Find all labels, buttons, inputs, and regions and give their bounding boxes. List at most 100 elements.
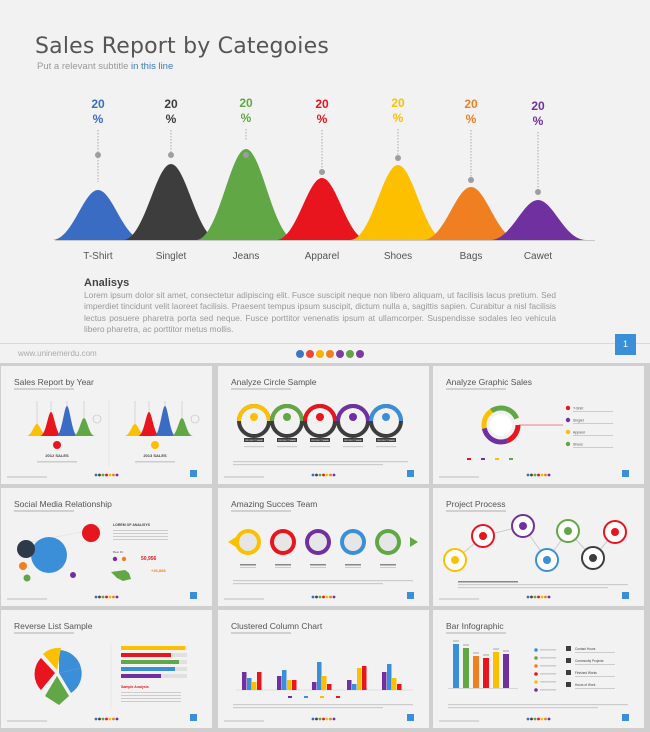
- thumb-label: Best Fit: [113, 550, 123, 554]
- color-dot: [356, 350, 364, 358]
- legend-swatch: [288, 696, 292, 698]
- thumb-bar-infographic[interactable]: Bar Infographic Contact Hours Community Pr…: [433, 610, 644, 728]
- thumb-dot: [101, 473, 105, 477]
- category-label: Shoes: [384, 251, 412, 262]
- text-placeholder: [458, 581, 518, 583]
- arrow-right: [410, 537, 418, 547]
- legend-dot: [534, 664, 538, 668]
- peak-t-shirt: [52, 190, 144, 240]
- thumb-dot: [544, 717, 547, 721]
- column: [282, 670, 287, 690]
- analisys-text: Lorem ipsum dolor sit amet, consectetur …: [84, 290, 556, 334]
- legend-dot: [534, 680, 538, 684]
- thumb-label: Community Projects: [575, 659, 604, 663]
- column: [252, 682, 257, 690]
- thumb-dot: [325, 595, 329, 599]
- leader-dot: [468, 177, 474, 183]
- info-icon: [566, 658, 571, 663]
- thumb-dot: [318, 595, 322, 599]
- team-photo: [309, 533, 327, 551]
- leader-dot: [168, 152, 174, 158]
- column: [322, 676, 327, 690]
- thumb-artwork: LOREM OF ANALISYS Best Fit 50,956 +26,898: [17, 523, 168, 599]
- thumb-dot: [526, 717, 530, 721]
- thumb-dot: [108, 473, 112, 477]
- thumb-label: Sample Analysis: [121, 685, 149, 689]
- thumb-label: Shoes: [573, 443, 583, 447]
- thumb-dot: [311, 717, 315, 721]
- text-placeholder: [575, 652, 615, 653]
- thumb-label: 2013 SALES: [143, 453, 167, 458]
- thumb-dot: [115, 473, 119, 477]
- thumb-analyze-graphic-sales[interactable]: Analyze Graphic Sales T-Shirt Singlet Appar…: [433, 366, 644, 484]
- thumb-analyze-circle-sample[interactable]: Analyze Circle Sample PRODUCT NAME PRODUCT…: [218, 366, 429, 484]
- text-placeholder: [573, 435, 613, 436]
- mini-ring: [190, 414, 200, 424]
- thumb-project-process[interactable]: Project Process: [433, 488, 644, 606]
- thumb-label: LOREM OF ANALISYS: [113, 523, 151, 527]
- thumb-page-badge: [622, 470, 629, 477]
- thumb-page-badge: [190, 470, 197, 477]
- info-icon: [566, 646, 571, 651]
- thumb-reverse-list-sample[interactable]: Reverse List Sample Sample Analysis: [1, 610, 212, 728]
- process-icon: [479, 532, 487, 540]
- thumb-footer-line: [7, 476, 47, 478]
- thumb-social-media-relationship[interactable]: Social Media Relationship LOREM OF ANALIS…: [1, 488, 212, 606]
- legend-swatch: [320, 696, 324, 698]
- donut-hole: [490, 414, 512, 436]
- text-placeholder: [233, 464, 383, 466]
- ring-color: [369, 404, 403, 438]
- thumb-dot: [101, 717, 105, 721]
- main-slide: Sales Report by Categoies Put a relevant…: [0, 0, 650, 363]
- legend-dot: [565, 405, 571, 411]
- slide-title: Sales Report by Categoies: [35, 34, 329, 59]
- stat-dot: [121, 556, 127, 562]
- product-tag: [277, 438, 297, 442]
- leader-dot: [243, 152, 249, 158]
- unit-label: %: [393, 111, 404, 125]
- text-placeholder: [233, 704, 413, 706]
- text-placeholder: [540, 657, 556, 659]
- text-placeholder: [37, 461, 77, 463]
- mini-peak: [138, 412, 160, 436]
- text-placeholder: [310, 564, 326, 566]
- text-placeholder: [121, 701, 181, 702]
- text-placeholder: [540, 681, 556, 683]
- text-placeholder: [540, 665, 556, 667]
- thumb-label: 50,956: [141, 556, 157, 562]
- ring-color: [336, 404, 370, 438]
- thumb-dot: [315, 473, 318, 477]
- bar-fill: [121, 674, 161, 678]
- category-label: Cawet: [524, 251, 553, 262]
- thumb-sales-report-by-year[interactable]: Sales Report by Year 2012 SALES 2013 SALES: [1, 366, 212, 484]
- thumb-footer-line: [7, 720, 47, 722]
- leader-dot: [319, 169, 325, 175]
- mini-peak: [171, 418, 193, 436]
- mini-legend: [467, 458, 471, 460]
- legend-dot: [565, 429, 571, 435]
- text-placeholder: [448, 707, 598, 709]
- subtitle-prefix: Put a relevant subtitle: [37, 61, 131, 72]
- thumb-dot: [318, 473, 322, 477]
- thumb-clustered-column-chart[interactable]: Clustered Column Chart: [218, 610, 429, 728]
- thumb-artwork: PRODUCT NAME PRODUCT NAME PRODUCT NAME PROD…: [233, 404, 408, 477]
- thumb-amazing-succes-team[interactable]: Amazing Succes Team: [218, 488, 429, 606]
- product-tag: [343, 438, 363, 442]
- bar-fill: [121, 660, 179, 664]
- thumb-artwork: [443, 514, 628, 599]
- text-placeholder: [233, 461, 408, 463]
- thumb-title: Project Process: [446, 499, 506, 509]
- arrow-left: [228, 537, 236, 547]
- column: [327, 684, 332, 690]
- category-label: Singlet: [156, 251, 187, 262]
- social-circle: [23, 574, 31, 582]
- thumb-dot: [112, 595, 115, 599]
- thumb-dot: [108, 717, 112, 721]
- text-placeholder: [540, 689, 556, 691]
- peak-cawet: [490, 200, 586, 240]
- thumb-title: Bar Infographic: [446, 621, 504, 631]
- text-placeholder: [380, 567, 396, 568]
- color-dot: [306, 350, 314, 358]
- value-label: 20: [239, 96, 253, 110]
- thumb-label: T-Shirt: [573, 407, 583, 411]
